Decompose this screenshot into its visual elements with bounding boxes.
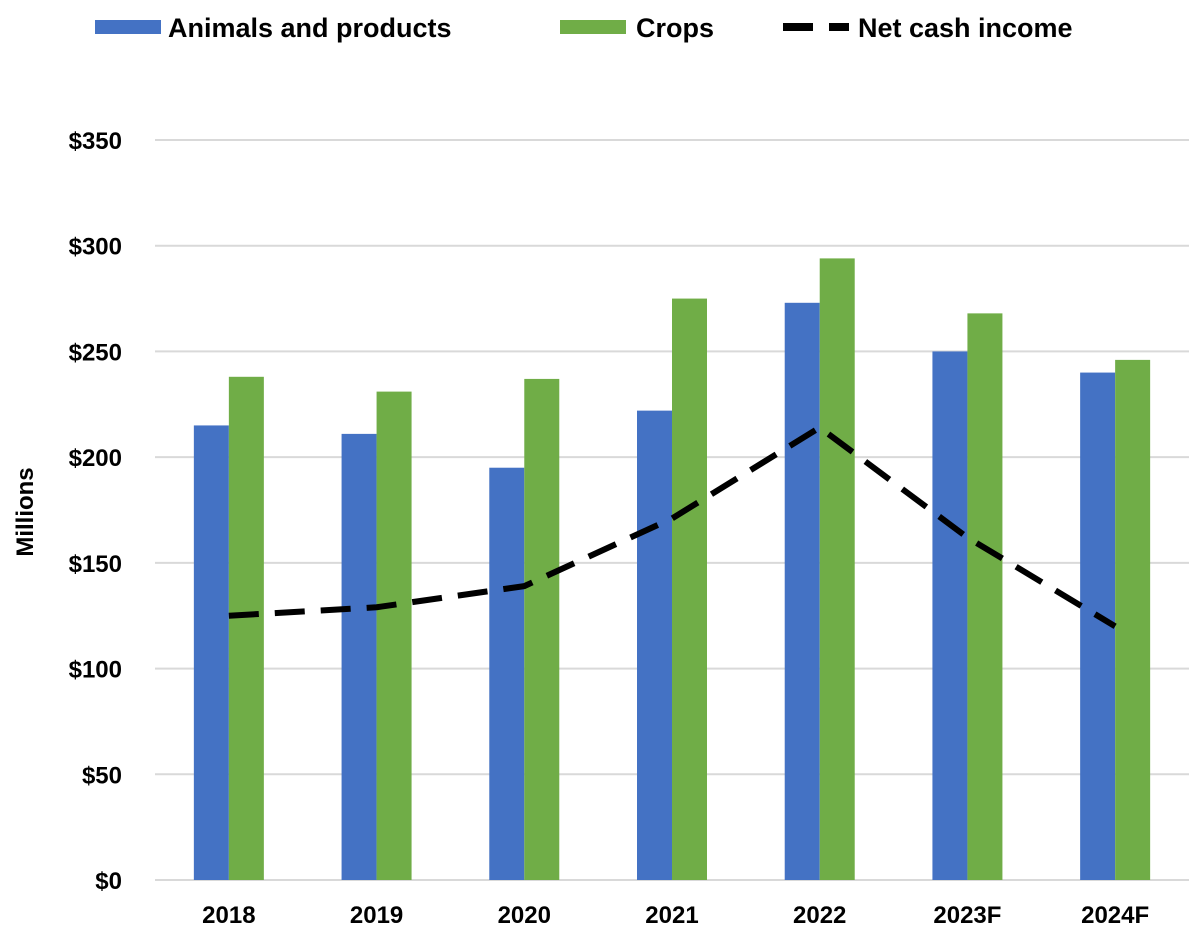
y-tick-label: $350: [69, 128, 122, 155]
bar-animals-and-products-2022: [784, 302, 820, 880]
x-tick-label: 2022: [793, 902, 846, 927]
bar-crops-2023f: [967, 313, 1003, 880]
line-net-cash-income: [228, 424, 1117, 629]
y-tick-label: $300: [69, 234, 122, 261]
bar-animals-and-products-2020: [489, 467, 525, 880]
y-tick-label: $0: [95, 868, 122, 895]
bar-animals-and-products-2021: [637, 410, 672, 880]
bar-crops-2022: [819, 258, 855, 880]
x-axis-ticks: 2018 2019 2020 2021 2022 2023F 2024F: [202, 902, 1149, 927]
y-tick-label: $250: [69, 339, 122, 366]
bar-crops-2019: [376, 391, 412, 880]
y-tick-label: $150: [69, 551, 122, 578]
bar-animals-and-products-2023f: [932, 351, 968, 880]
y-tick-label: $100: [69, 657, 122, 684]
y-tick-label: $50: [82, 762, 122, 789]
bar-crops-2024f: [1115, 359, 1151, 880]
legend-swatch: [560, 20, 626, 34]
legend-item-crops: Crops: [560, 13, 714, 43]
x-tick-label: 2024F: [1081, 902, 1149, 927]
bars: [193, 258, 1151, 881]
bar-animals-and-products-2019: [341, 433, 377, 880]
bar-animals-and-products-2018: [193, 425, 229, 880]
x-tick-label: 2018: [202, 902, 255, 927]
legend-label: Net cash income: [858, 13, 1073, 43]
legend: Animals and products Crops Net cash income: [95, 13, 1073, 43]
bar-crops-2018: [228, 376, 264, 880]
bar-crops-2021: [672, 298, 707, 881]
x-tick-label: 2021: [645, 902, 698, 927]
bar-animals-and-products-2024f: [1080, 372, 1116, 880]
legend-label: Crops: [636, 13, 714, 43]
x-tick-label: 2023F: [933, 902, 1001, 927]
bar-crops-2020: [524, 378, 560, 880]
legend-label: Animals and products: [168, 13, 452, 43]
legend-item-animals-and-products: Animals and products: [95, 13, 452, 43]
x-tick-label: 2020: [498, 902, 551, 927]
legend-swatch: [95, 20, 161, 34]
x-tick-label: 2019: [350, 902, 403, 927]
y-axis-ticks: $0 $50 $100 $150 $200 $250 $300 $350: [69, 128, 122, 895]
y-tick-label: $200: [69, 445, 122, 472]
y-axis-title: Millions: [12, 467, 39, 556]
net-cash-income-line-group: [228, 424, 1117, 629]
legend-item-net-cash-income: Net cash income: [783, 13, 1073, 43]
